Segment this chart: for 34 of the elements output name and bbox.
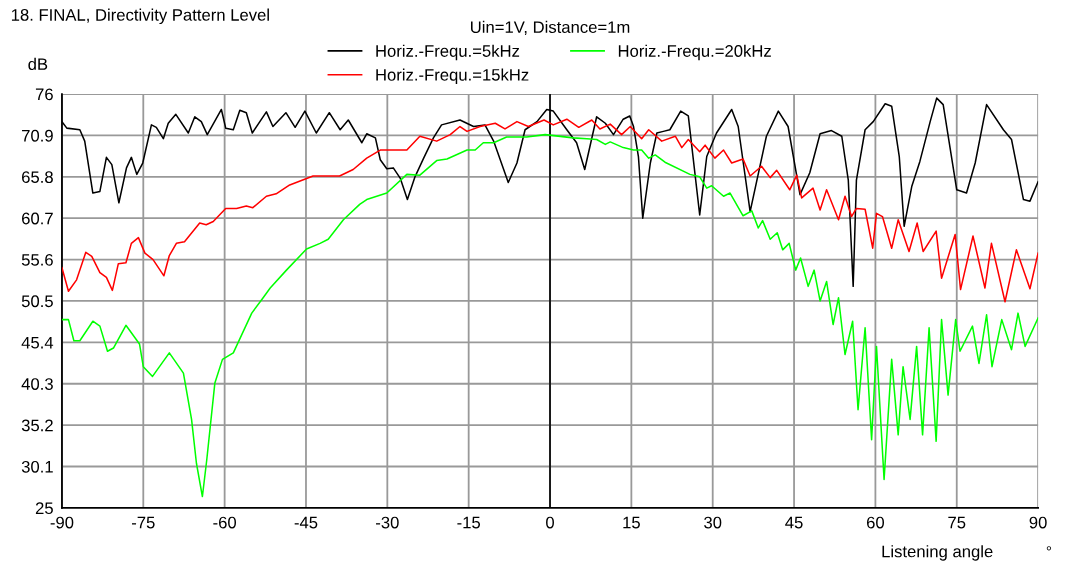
x-tick-label: -45 (294, 516, 318, 529)
y-tick-label: 35.2 (21, 419, 53, 432)
y-tick-label: 55.6 (21, 253, 53, 266)
legend-title: Uin=1V, Distance=1m (471, 20, 630, 35)
y-tick-label: 25 (35, 502, 53, 515)
x-axis-title: Listening angle (882, 545, 993, 561)
y-tick-label: 70.9 (22, 129, 53, 142)
line-series (61, 133, 1039, 498)
x-tick-label: 15 (623, 516, 640, 529)
legend-label: Horiz.-Frequ.=5kHz (376, 44, 520, 61)
legend-label: Horiz.-Frequ.=20kHz (618, 44, 771, 61)
x-tick-label: -60 (213, 516, 237, 529)
x-tick-label: 75 (948, 516, 966, 529)
x-tick-label: 90 (1029, 516, 1047, 529)
y-tick-label: 30.1 (21, 460, 53, 473)
x-tick-label: 0 (546, 516, 554, 529)
chart-title: 18. FINAL, Directivity Pattern Level (11, 8, 269, 25)
y-axis-title: dB (28, 57, 48, 71)
x-tick-label: -75 (131, 516, 155, 529)
x-tick-label: 45 (785, 516, 803, 529)
text: ° (1046, 546, 1052, 551)
y-tick-label: 65.8 (22, 171, 53, 184)
line-series (61, 118, 1039, 303)
y-tick-label: 60.7 (22, 212, 53, 225)
y-tick-label: 40.3 (21, 378, 53, 390)
x-tick-label: -90 (50, 516, 74, 529)
x-tick-label: 60 (866, 516, 885, 529)
x-tick-label: -15 (457, 516, 481, 529)
y-tick-label: 76 (35, 88, 53, 101)
x-tick-label: 30 (704, 516, 722, 529)
legend-label: Horiz.-Frequ.=15kHz (376, 68, 529, 85)
x-tick-label: -30 (376, 516, 399, 529)
y-tick-label: 50.5 (21, 295, 53, 308)
y-tick-label: 45.4 (21, 336, 54, 349)
